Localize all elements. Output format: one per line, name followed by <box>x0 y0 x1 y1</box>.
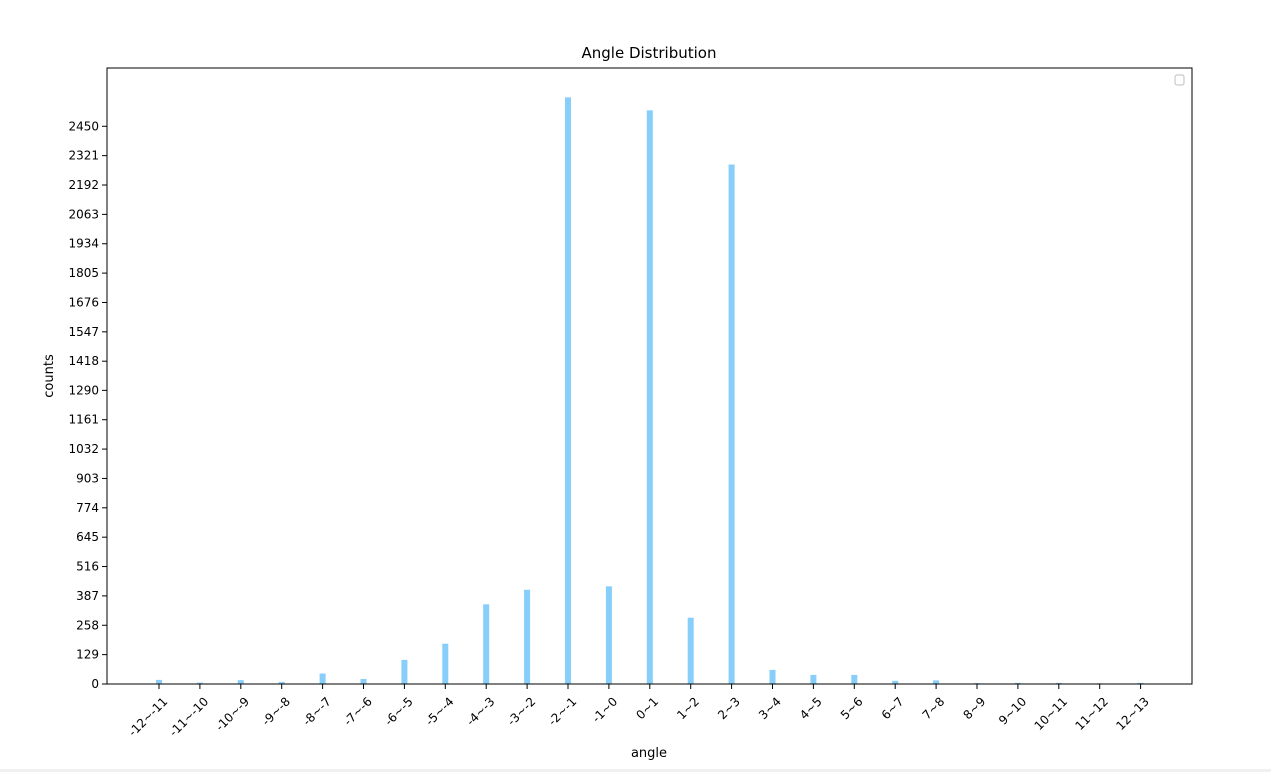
x-tick-label: 7~8 <box>920 694 948 722</box>
y-axis: 0 129 258 387 516 645 774 903 1032 1161 1290 1418 15… <box>68 119 107 691</box>
y-tick-label: 2450 <box>68 119 99 133</box>
bar--6~-5 <box>401 659 408 684</box>
x-tick-label: 8~9 <box>961 694 989 722</box>
bar-0~1 <box>646 110 653 685</box>
bar--8~-7 <box>319 673 326 684</box>
y-tick-label: 1161 <box>68 413 99 427</box>
y-tick-label: 2192 <box>68 178 99 192</box>
x-tick-label: -6~-5 <box>382 694 416 728</box>
y-tick-label: 387 <box>76 589 99 603</box>
y-tick-label: 1805 <box>68 266 99 280</box>
bar-1~2 <box>687 617 694 684</box>
bar-9~10 <box>1014 682 1021 684</box>
x-tick-label: 10~11 <box>1032 694 1071 733</box>
x-tick-label: 0~1 <box>633 694 661 722</box>
y-tick-label: 258 <box>76 618 99 632</box>
bar--7~-6 <box>360 678 367 684</box>
bar-6~7 <box>892 680 899 684</box>
bar-5~6 <box>851 674 858 684</box>
bar--12~-11 <box>156 679 162 684</box>
x-tick-label: -3~-2 <box>505 694 539 728</box>
x-tick-label: -9~-8 <box>259 694 293 728</box>
y-tick-label: 1934 <box>68 237 99 251</box>
chart-title: Angle Distribution <box>582 44 717 62</box>
bar--9~-8 <box>278 681 285 684</box>
x-tick-label: 12~13 <box>1113 694 1152 733</box>
bar-7~8 <box>933 680 940 684</box>
y-tick-label: 774 <box>76 501 99 515</box>
bar--1~0 <box>605 586 612 684</box>
y-tick-label: 2321 <box>68 149 99 163</box>
x-tick-label: 5~6 <box>838 694 866 722</box>
bar-2~3 <box>728 164 735 684</box>
x-tick-label: -11~-10 <box>167 694 212 739</box>
x-tick-label: 4~5 <box>797 694 825 722</box>
x-tick-label: 3~4 <box>756 694 784 722</box>
y-tick-label: 1290 <box>68 383 99 397</box>
y-tick-label: 2063 <box>68 207 99 221</box>
x-tick-label: 11~12 <box>1072 694 1111 733</box>
bar-10~11 <box>1055 682 1062 684</box>
bars-layer <box>156 97 1144 685</box>
y-tick-label: 129 <box>76 648 99 662</box>
x-tick-label: -7~-6 <box>341 694 375 728</box>
empty-legend <box>1174 74 1185 86</box>
x-axis: -12~-11-11~-10 -10~-9 -9~-8 -8~-7 -7~-6 -6~-5… <box>126 684 1152 739</box>
x-tick-label: -8~-7 <box>300 694 334 728</box>
bar--10~-9 <box>237 680 244 684</box>
x-tick-label: 1~2 <box>674 694 702 722</box>
y-tick-label: 516 <box>76 560 99 574</box>
y-tick-label: 1032 <box>68 442 99 456</box>
x-tick-label: -5~-4 <box>423 694 457 728</box>
y-tick-label: 645 <box>76 530 99 544</box>
x-axis-label: angle <box>631 746 667 761</box>
bar--11~-10 <box>196 682 203 684</box>
x-tick-label: -12~-11 <box>126 694 171 739</box>
bar--2~-1 <box>565 97 571 685</box>
x-tick-label: 2~3 <box>715 694 743 722</box>
bottom-strip <box>0 769 1271 772</box>
x-tick-label: -1~0 <box>589 694 620 725</box>
bar-12~13 <box>1137 682 1144 684</box>
bar--5~-4 <box>442 643 449 684</box>
y-tick-label: 0 <box>91 677 99 691</box>
x-tick-label: -2~-1 <box>545 694 579 728</box>
y-tick-label: 1418 <box>68 354 99 368</box>
y-tick-label: 1547 <box>68 325 99 339</box>
y-tick-label: 903 <box>76 471 99 485</box>
y-tick-label: 1676 <box>68 295 99 309</box>
x-tick-label: -4~-3 <box>464 694 498 728</box>
bar-4~5 <box>810 674 817 684</box>
x-tick-label: 9~10 <box>996 694 1029 727</box>
bar--4~-3 <box>483 604 490 684</box>
x-tick-label: -10~-9 <box>213 694 252 733</box>
x-tick-label: 6~7 <box>879 694 907 722</box>
bar--3~-2 <box>524 589 531 684</box>
y-axis-label: counts <box>42 354 57 398</box>
bar-3~4 <box>769 669 776 684</box>
